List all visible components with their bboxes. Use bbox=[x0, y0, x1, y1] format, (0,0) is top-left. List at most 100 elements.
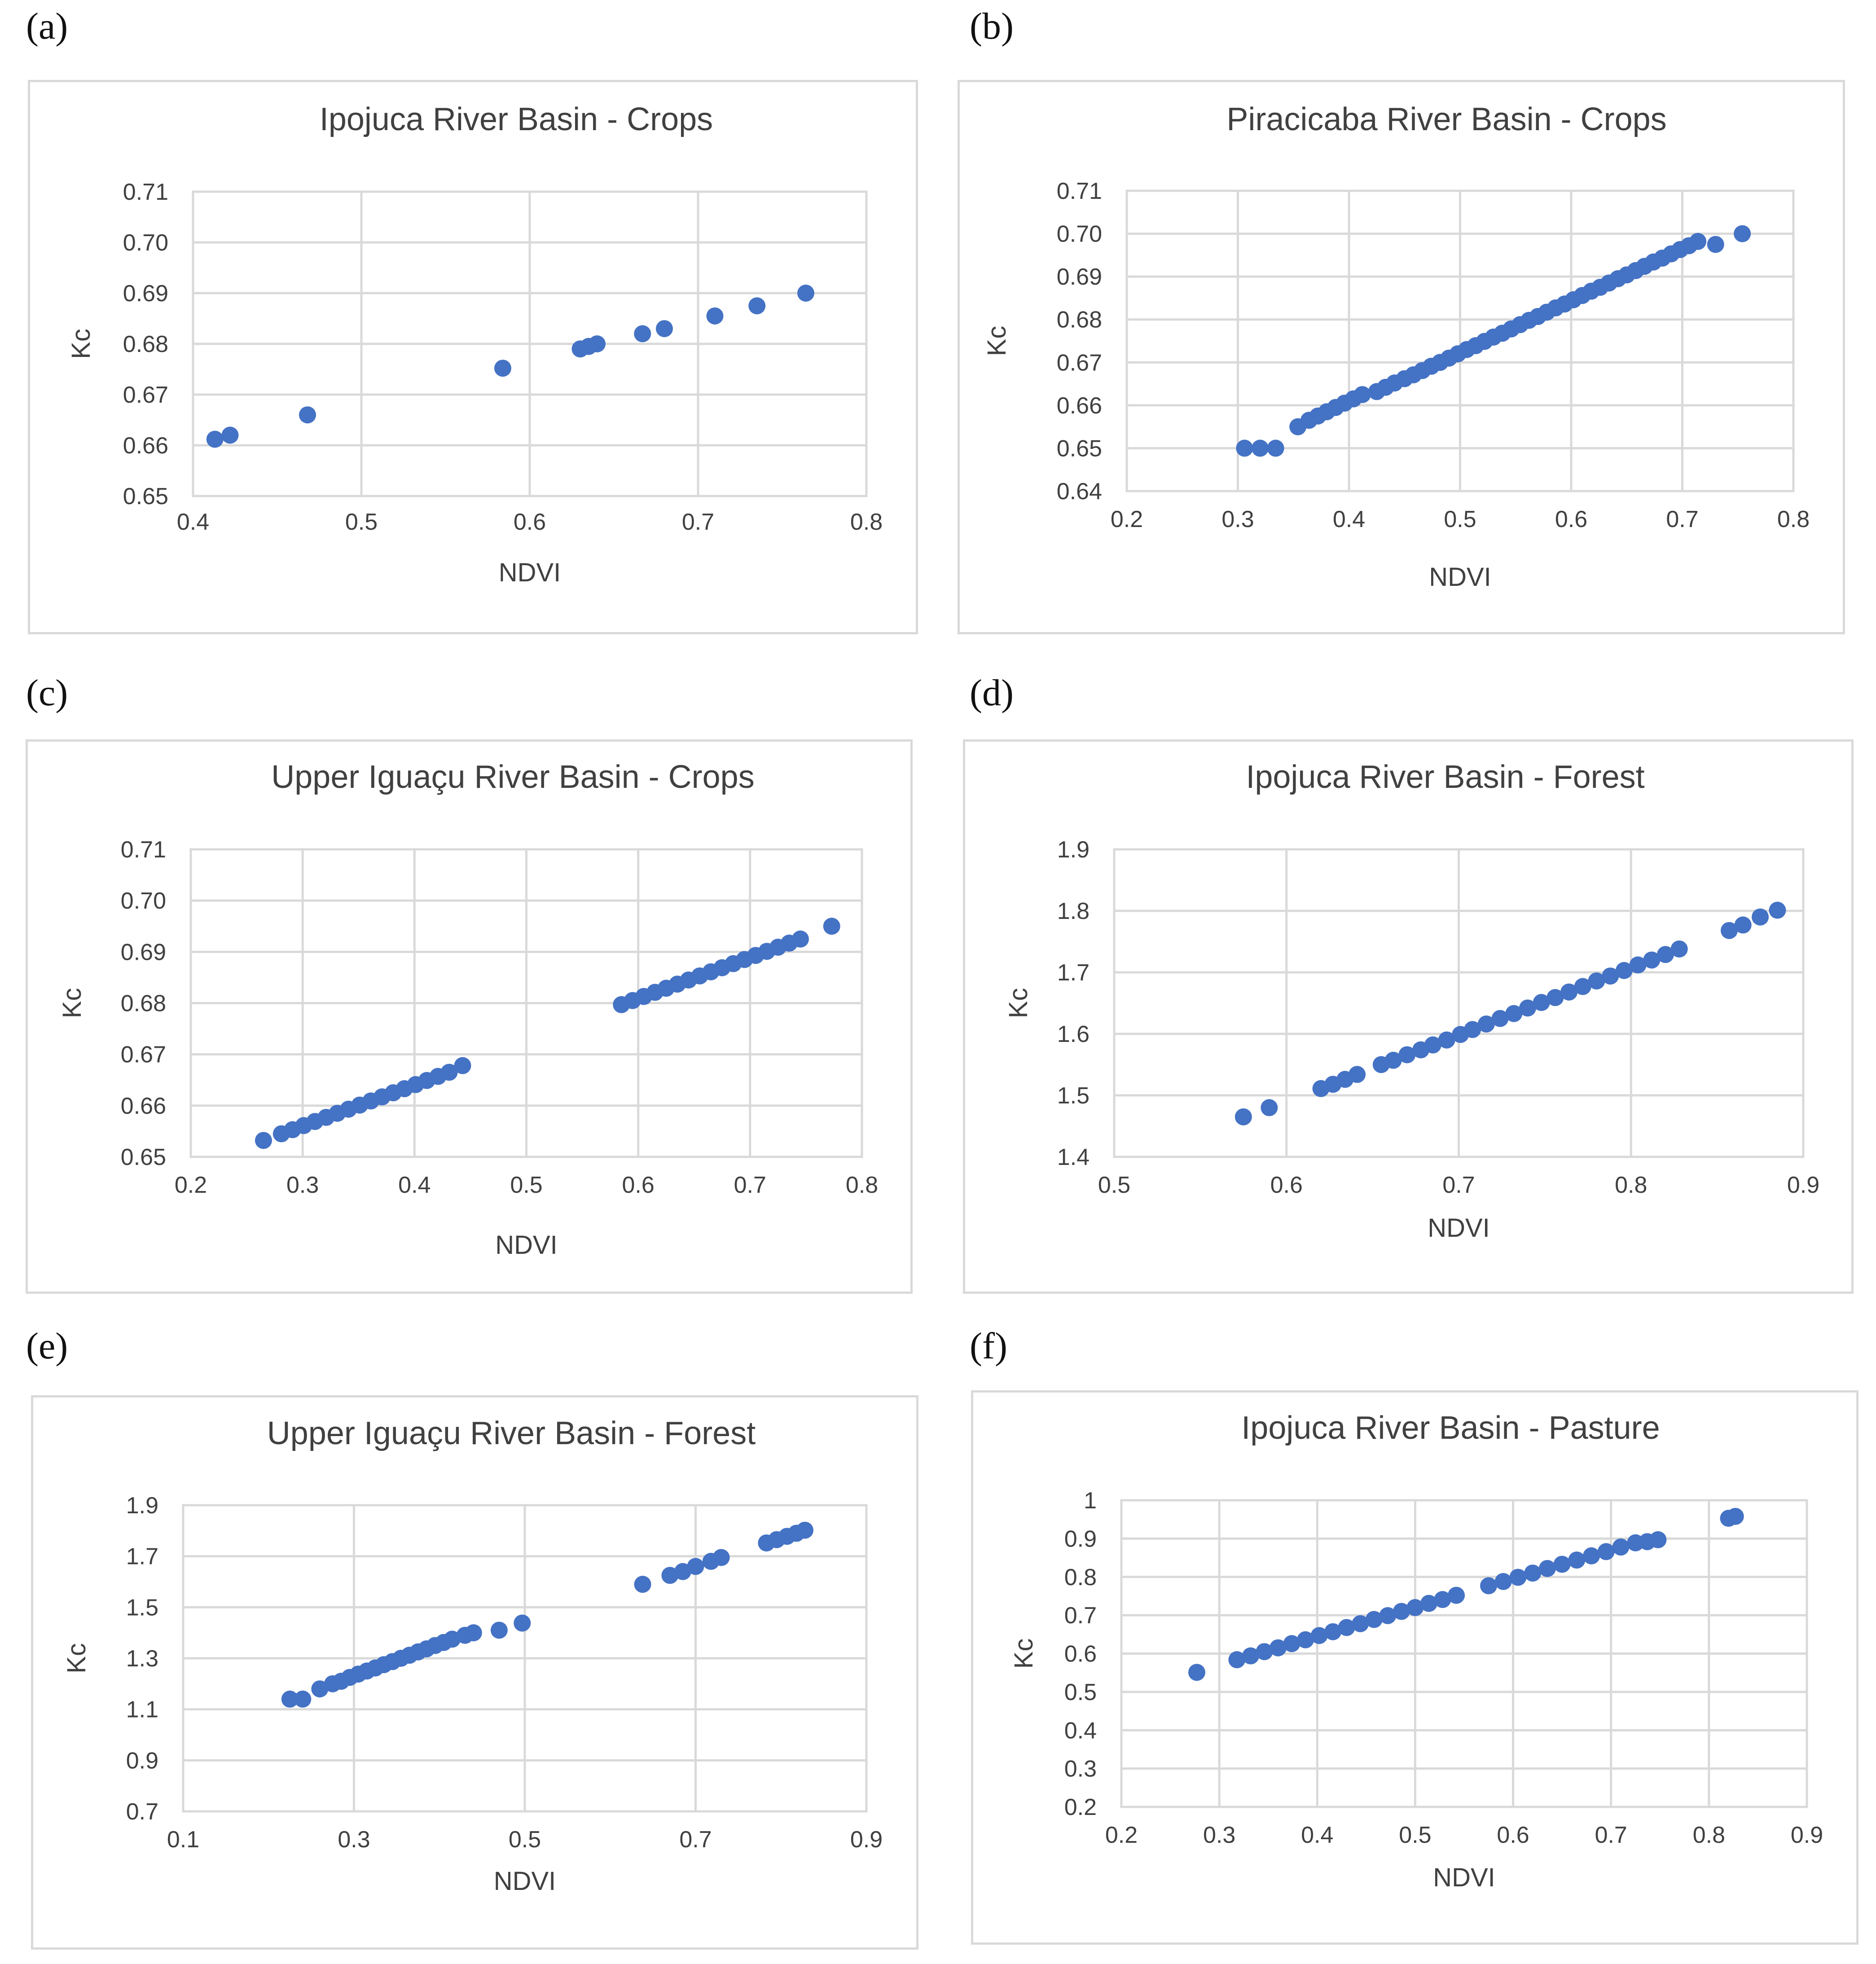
data-point bbox=[1583, 1547, 1600, 1564]
data-point bbox=[255, 1132, 272, 1149]
plot-area-frame bbox=[182, 1504, 868, 1813]
data-point bbox=[206, 431, 224, 448]
y-tick-label: 0.67 bbox=[123, 382, 168, 408]
y-tick-label: 0.6 bbox=[1064, 1641, 1097, 1667]
data-point bbox=[1324, 1623, 1342, 1640]
chart-svg: 1.4 1.5 1.6 1.7 1.8 1.9 0.5 0.6 0.7 0.8 0.9 Ipojuca… bbox=[1004, 759, 1819, 1243]
chart-svg: 0.65 0.66 0.67 0.68 0.69 0.70 0.71 0.2 0.3 0.4 0.5… bbox=[57, 759, 878, 1260]
chart-title: Ipojuca River Basin - Crops bbox=[320, 101, 713, 137]
y-tick-label: 1.7 bbox=[1057, 960, 1090, 986]
data-point bbox=[1256, 1643, 1273, 1661]
y-tick-label: 0.68 bbox=[121, 991, 166, 1017]
x-axis-label: NDVI bbox=[494, 1867, 556, 1896]
y-tick-label: 1.5 bbox=[1057, 1083, 1090, 1109]
y-tick-label: 0.66 bbox=[1057, 393, 1102, 419]
y-tick-label: 1.3 bbox=[126, 1646, 158, 1672]
data-point bbox=[1505, 1005, 1523, 1022]
data-point bbox=[1477, 1015, 1495, 1033]
data-point bbox=[221, 426, 239, 444]
chart-f: 0.2 0.3 0.4 0.5 0.6 0.7 0.8 0.9 1 0.2 0.3 0.4 0.5 0.6… bbox=[971, 1390, 1858, 1945]
x-tick-label: 0.7 bbox=[682, 509, 714, 535]
x-axis-label: NDVI bbox=[1428, 1213, 1490, 1243]
y-tick-label: 1.7 bbox=[126, 1544, 158, 1570]
plot-area-frame bbox=[192, 190, 868, 497]
x-tick-label: 0.8 bbox=[1615, 1172, 1647, 1198]
x-tick-label: 0.7 bbox=[679, 1827, 712, 1853]
x-tick-label: 0.9 bbox=[1791, 1822, 1823, 1848]
data-point bbox=[1420, 1595, 1437, 1612]
data-point bbox=[823, 918, 840, 935]
data-point bbox=[1353, 386, 1371, 403]
data-point bbox=[514, 1614, 531, 1632]
x-tick-label: 0.6 bbox=[1497, 1822, 1529, 1848]
chart-svg: 0.2 0.3 0.4 0.5 0.6 0.7 0.8 0.9 1 0.2 0.3 0.4 0.5 0.6… bbox=[1009, 1410, 1823, 1892]
data-point bbox=[1242, 1647, 1259, 1665]
x-tick-label: 0.5 bbox=[509, 1827, 541, 1853]
data-point bbox=[1689, 233, 1707, 250]
panel-letter-b: (b) bbox=[970, 5, 1014, 47]
data-point bbox=[712, 1549, 730, 1566]
data-point bbox=[444, 1630, 461, 1648]
data-point bbox=[1509, 1569, 1527, 1586]
y-tick-label: 0.71 bbox=[121, 837, 166, 863]
panel-letter-a: (a) bbox=[26, 5, 68, 47]
data-point bbox=[1283, 1635, 1300, 1652]
y-tick-label: 0.3 bbox=[1064, 1756, 1097, 1782]
y-tick-label: 0.71 bbox=[123, 179, 168, 205]
x-tick-label: 0.4 bbox=[1301, 1822, 1333, 1848]
data-point bbox=[1769, 901, 1786, 919]
data-point bbox=[1393, 1603, 1410, 1620]
x-tick-label: 0.2 bbox=[1105, 1822, 1138, 1848]
plot-area-frame bbox=[189, 848, 863, 1158]
chart-title: Upper Iguaçu River Basin - Crops bbox=[271, 759, 754, 795]
x-tick-label: 0.2 bbox=[175, 1172, 207, 1198]
data-point bbox=[1553, 1555, 1571, 1573]
x-tick-label: 0.3 bbox=[286, 1172, 319, 1198]
x-tick-label: 0.5 bbox=[1399, 1822, 1431, 1848]
data-point bbox=[589, 335, 606, 352]
data-point bbox=[1752, 908, 1769, 926]
x-tick-label: 0.8 bbox=[850, 509, 883, 535]
data-point bbox=[1434, 1591, 1451, 1608]
y-tick-label: 0.64 bbox=[1057, 479, 1102, 505]
data-point bbox=[1657, 946, 1674, 963]
data-point bbox=[1448, 1586, 1465, 1604]
y-tick-label: 0.65 bbox=[1057, 435, 1102, 461]
data-point bbox=[454, 1057, 471, 1074]
data-point bbox=[1560, 983, 1578, 1001]
data-point bbox=[1424, 1036, 1441, 1054]
data-point bbox=[1406, 1599, 1424, 1617]
chart-svg: 0.7 0.9 1.1 1.3 1.5 1.7 1.9 0.1 0.3 0.5 0.7 0.9 Uppe… bbox=[62, 1415, 883, 1896]
data-point bbox=[1188, 1664, 1205, 1681]
data-point bbox=[1546, 989, 1564, 1006]
data-point bbox=[797, 285, 814, 302]
y-axis-label: Kc bbox=[982, 326, 1011, 356]
y-tick-label: 0.65 bbox=[123, 483, 168, 510]
data-point bbox=[281, 1690, 299, 1708]
data-point bbox=[440, 1063, 458, 1081]
data-point bbox=[1438, 1031, 1455, 1049]
y-tick-label: 0.70 bbox=[1057, 221, 1102, 247]
y-tick-label: 1.9 bbox=[1057, 837, 1090, 863]
chart-title: Ipojuca River Basin - Forest bbox=[1246, 759, 1644, 795]
plot-area-frame bbox=[1120, 1499, 1808, 1808]
data-point bbox=[1574, 978, 1591, 995]
y-tick-label: 0.68 bbox=[123, 331, 168, 357]
data-point bbox=[634, 325, 651, 343]
y-tick-label: 0.69 bbox=[121, 939, 166, 965]
x-tick-label: 0.4 bbox=[1333, 506, 1365, 532]
data-point bbox=[1643, 951, 1661, 969]
data-point bbox=[1491, 1010, 1509, 1027]
y-tick-label: 0.66 bbox=[121, 1093, 166, 1119]
chart-title: Piracicaba River Basin - Crops bbox=[1226, 101, 1666, 137]
data-point bbox=[661, 1567, 679, 1584]
x-tick-label: 0.7 bbox=[734, 1172, 766, 1198]
chart-c: 0.65 0.66 0.67 0.68 0.69 0.70 0.71 0.2 0.3 0.4 0.5… bbox=[26, 739, 913, 1294]
x-tick-label: 0.7 bbox=[1442, 1172, 1475, 1198]
data-point bbox=[299, 406, 316, 424]
x-tick-label: 0.6 bbox=[514, 509, 546, 535]
x-tick-label: 0.3 bbox=[338, 1827, 370, 1853]
y-tick-label: 1.1 bbox=[126, 1697, 158, 1723]
y-tick-label: 0.2 bbox=[1064, 1794, 1097, 1820]
data-point bbox=[1236, 439, 1253, 457]
